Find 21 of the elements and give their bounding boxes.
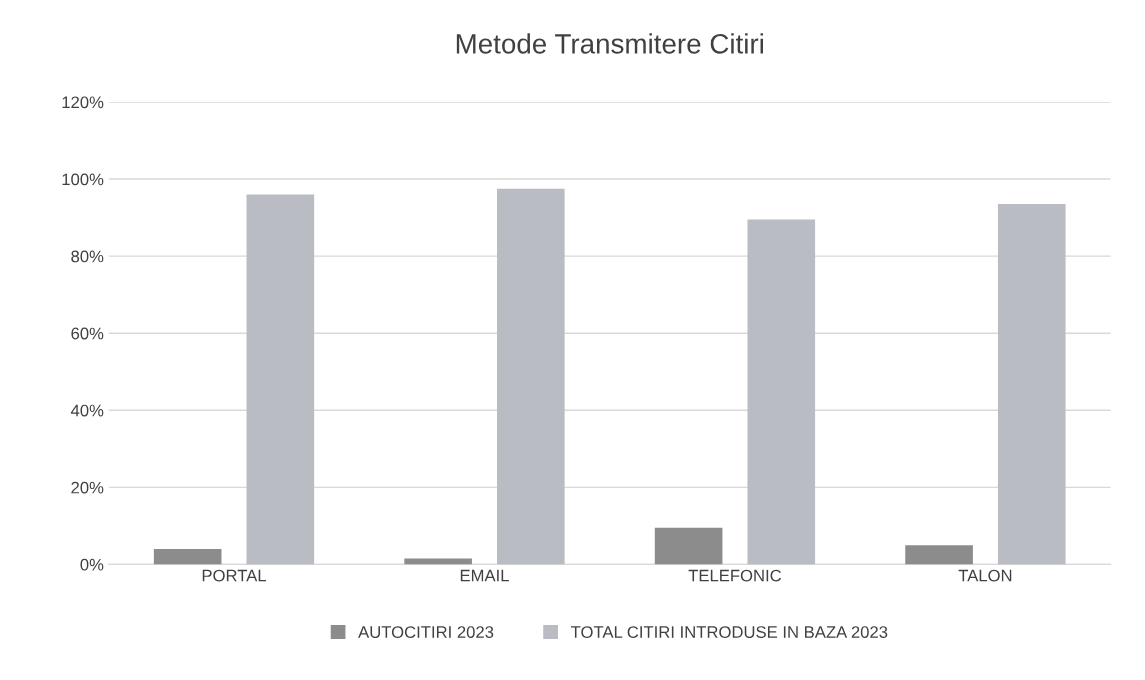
- y-tick-label: 40%: [70, 404, 104, 417]
- bar: [246, 194, 315, 565]
- y-tick-label: 60%: [71, 327, 104, 340]
- bar: [654, 527, 723, 565]
- bar: [747, 219, 816, 565]
- x-tick-label: TALON: [958, 569, 1012, 582]
- x-tick-label: EMAIL: [460, 569, 509, 582]
- bar: [997, 204, 1066, 565]
- y-tick-label: 100%: [62, 173, 104, 186]
- bar: [497, 188, 565, 565]
- chart-title: Metode Transmitere Citiri: [456, 33, 763, 54]
- bar: [905, 545, 973, 565]
- legend-label: AUTOCITIRI 2023: [358, 626, 494, 638]
- y-tick-label: 80%: [71, 250, 104, 263]
- x-tick-label: PORTAL: [202, 569, 267, 582]
- legend-label: TOTAL CITIRI INTRODUSE IN BAZA 2023: [571, 626, 888, 638]
- x-tick-label: TELEFONIC: [688, 569, 782, 582]
- y-tick-label: 20%: [71, 481, 104, 494]
- y-tick-label: 120%: [62, 96, 104, 109]
- bar: [153, 548, 222, 565]
- y-tick-label: 0%: [80, 558, 104, 571]
